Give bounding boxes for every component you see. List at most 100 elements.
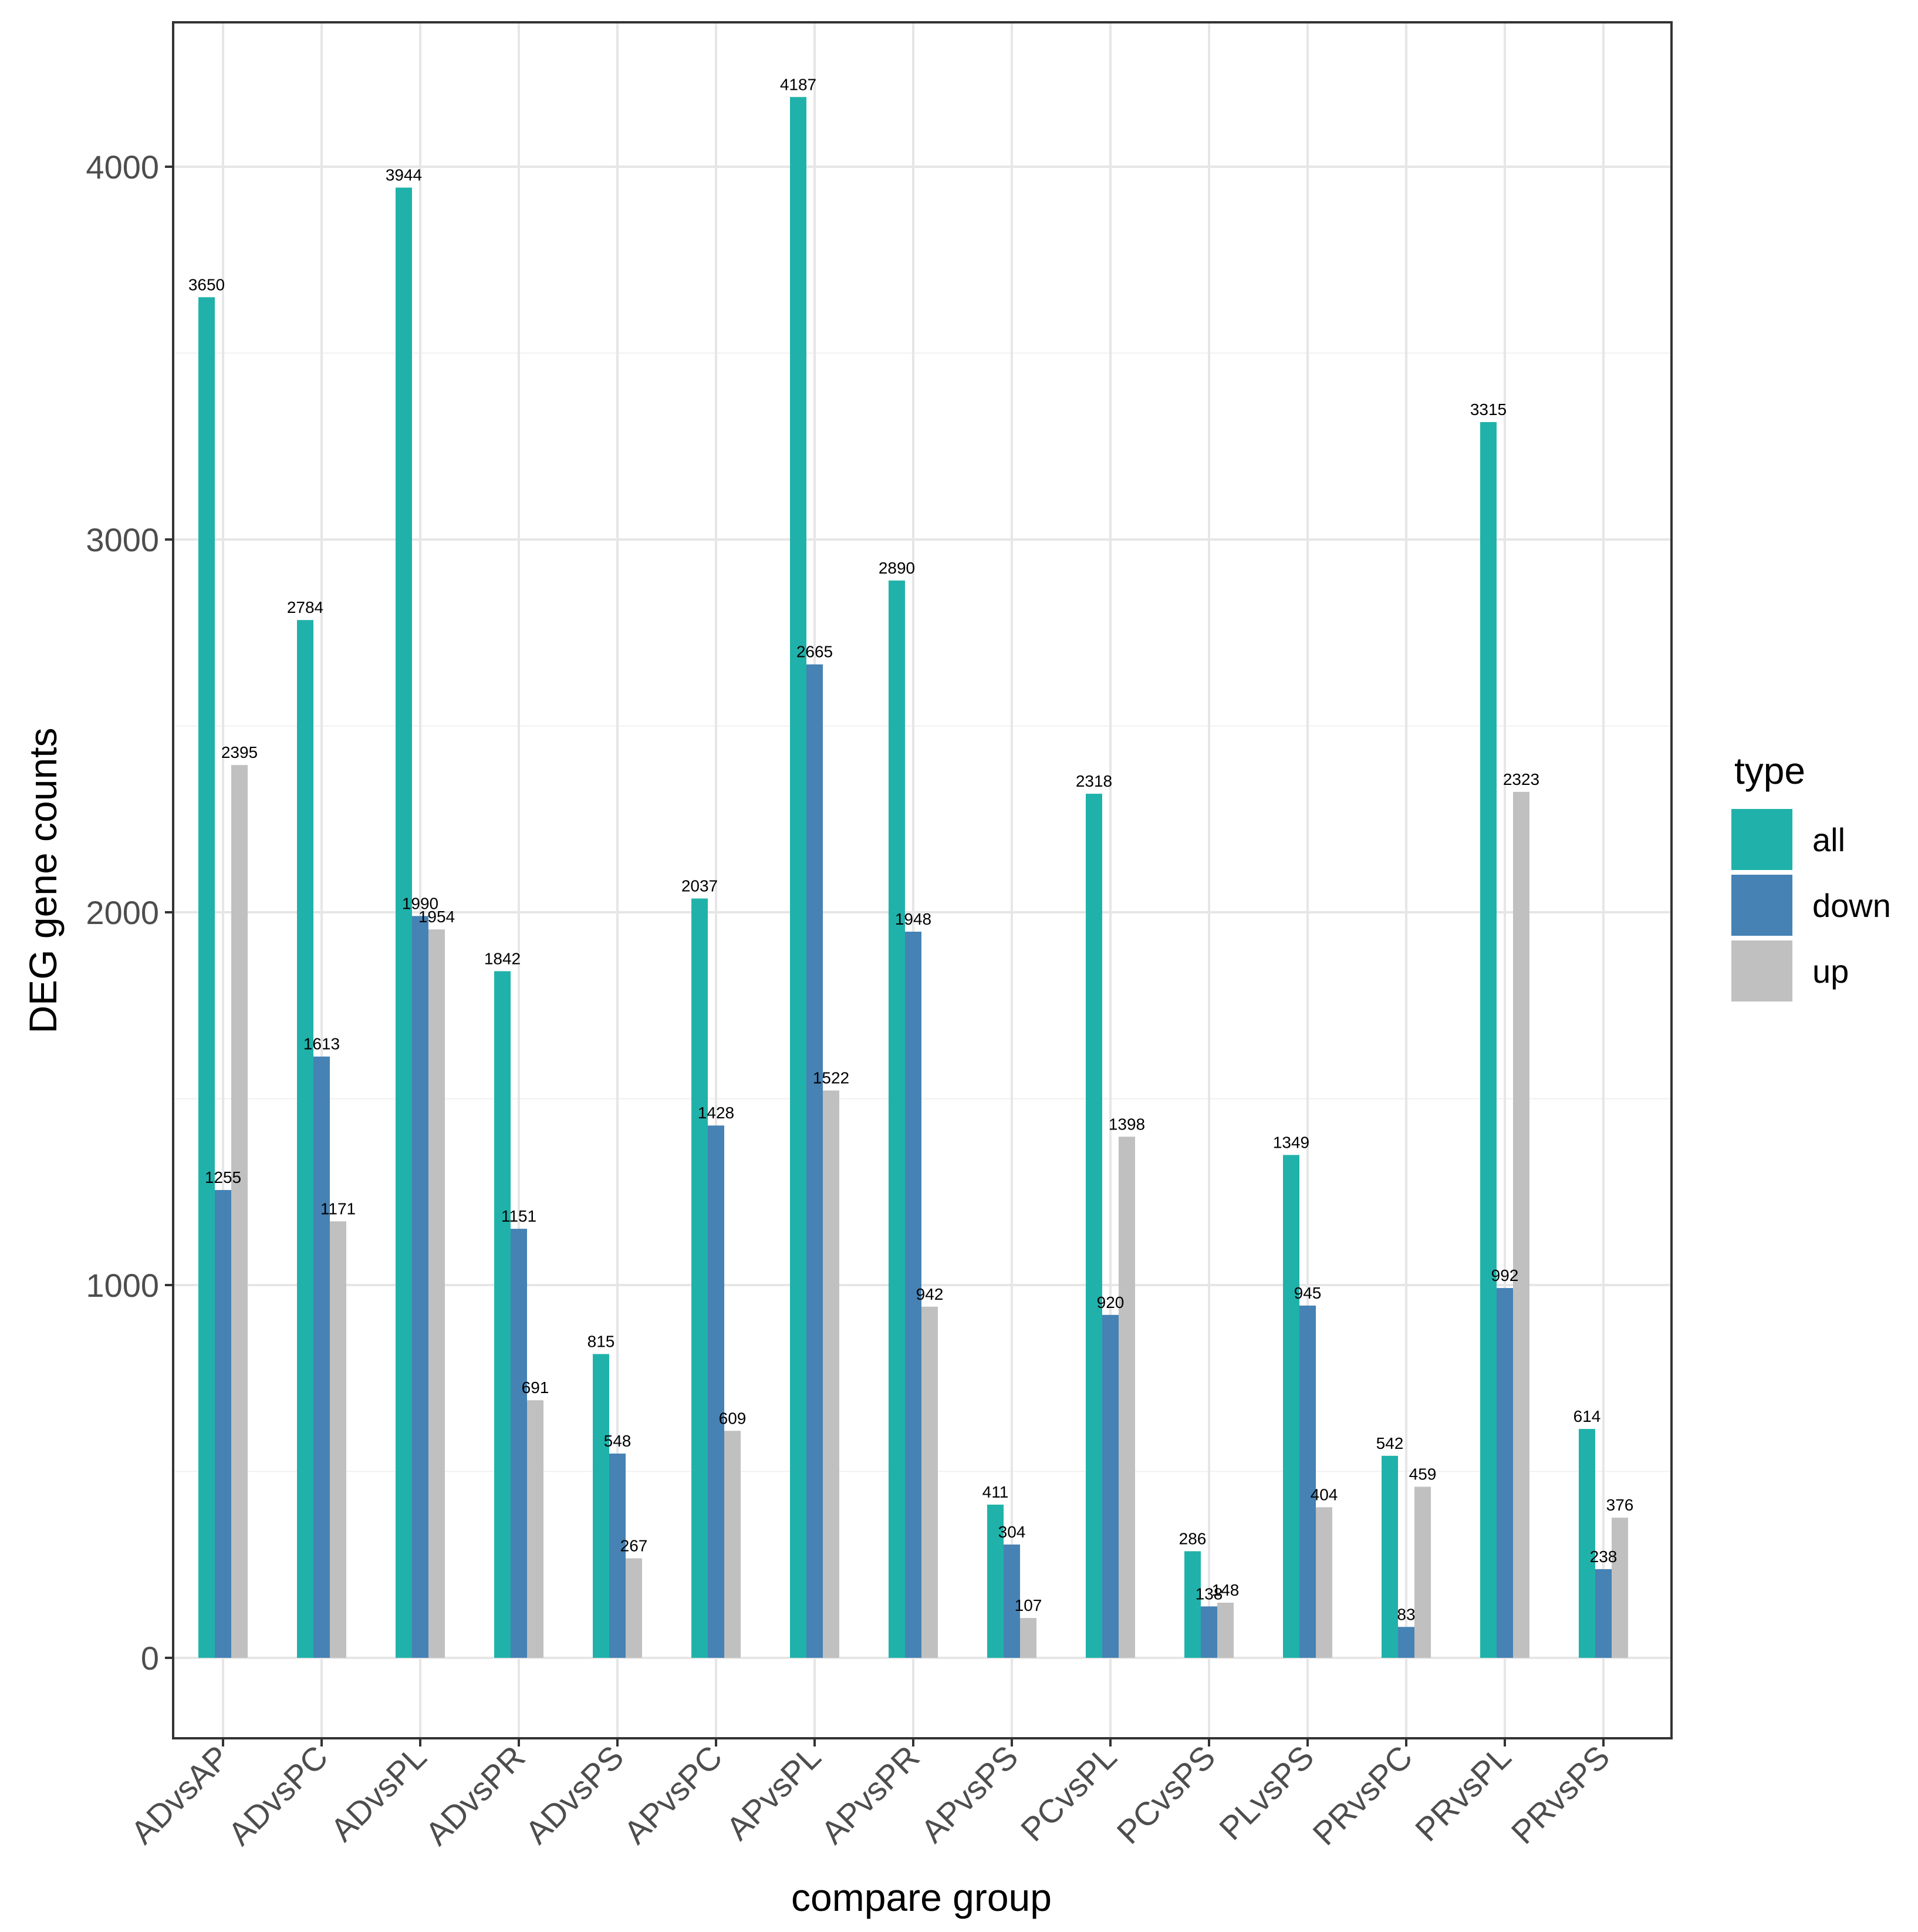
bar-down-APvsPC xyxy=(708,1125,724,1658)
bar-all-APvsPL xyxy=(790,97,806,1658)
data-label-up-PRvsPC: 459 xyxy=(1409,1465,1437,1483)
bar-down-PRvsPC xyxy=(1398,1627,1414,1658)
data-label-all-PLvsPS: 1349 xyxy=(1273,1133,1309,1151)
bar-down-ADvsPS xyxy=(609,1454,626,1658)
data-label-up-ADvsAP: 2395 xyxy=(221,743,258,761)
data-label-down-PCvsPS: 138 xyxy=(1196,1584,1223,1603)
legend-key-down xyxy=(1731,875,1792,936)
data-label-down-APvsPR: 1948 xyxy=(895,910,931,928)
legend-key-all xyxy=(1731,809,1792,870)
data-label-all-APvsPL: 4187 xyxy=(780,75,816,93)
data-label-up-PCvsPS: 148 xyxy=(1212,1581,1240,1599)
data-labels-layer: 3650 2784 3944 1842 815 2037 4187 2890 411 2318 28… xyxy=(188,75,1634,1623)
bar-down-PRvsPS xyxy=(1595,1569,1612,1658)
bar-all-ADvsPC xyxy=(297,620,313,1658)
bar-all-PRvsPL xyxy=(1480,422,1497,1658)
bar-up-PRvsPC xyxy=(1414,1486,1431,1658)
y-axis: 0 1000 2000 3000 4000 xyxy=(86,149,173,1677)
bar-all-APvsPC xyxy=(691,898,708,1658)
bar-up-PRvsPS xyxy=(1612,1518,1628,1658)
data-label-all-ADvsPL: 3944 xyxy=(386,166,422,184)
bar-down-PRvsPL xyxy=(1497,1288,1513,1658)
bar-up-APvsPR xyxy=(921,1306,938,1658)
y-tick-label: 2000 xyxy=(86,894,159,931)
data-label-up-ADvsPL: 1954 xyxy=(418,908,455,926)
bar-down-APvsPL xyxy=(806,664,823,1658)
bar-up-PRvsPL xyxy=(1513,791,1529,1658)
bar-down-PCvsPL xyxy=(1102,1314,1119,1658)
bar-up-ADvsPS xyxy=(626,1558,642,1658)
data-label-up-APvsPC: 609 xyxy=(719,1409,747,1427)
legend-title: type xyxy=(1734,750,1805,792)
bar-all-PLvsPS xyxy=(1283,1155,1299,1658)
bar-up-ADvsPR xyxy=(527,1400,543,1658)
bar-up-PCvsPL xyxy=(1119,1137,1135,1658)
data-label-down-APvsPL: 2665 xyxy=(796,643,833,661)
data-label-all-APvsPC: 2037 xyxy=(681,877,718,895)
bar-down-ADvsPC xyxy=(313,1056,330,1658)
data-label-up-ADvsPR: 691 xyxy=(522,1378,549,1397)
x-axis-title: compare group xyxy=(791,1876,1052,1919)
data-label-all-PCvsPS: 286 xyxy=(1179,1529,1207,1547)
data-label-all-APvsPS: 411 xyxy=(982,1483,1009,1501)
data-label-down-PRvsPS: 238 xyxy=(1590,1547,1618,1566)
panel-border xyxy=(172,21,1673,1739)
data-label-all-PRvsPS: 614 xyxy=(1573,1407,1601,1425)
bar-all-PCvsPS xyxy=(1184,1551,1201,1658)
legend: type all down up xyxy=(1731,750,1891,1002)
bar-up-PCvsPS xyxy=(1217,1603,1234,1658)
data-label-all-PCvsPL: 2318 xyxy=(1076,772,1112,790)
data-label-all-PRvsPC: 542 xyxy=(1376,1434,1404,1452)
bar-all-ADvsPS xyxy=(593,1354,609,1658)
bar-all-APvsPS xyxy=(987,1505,1004,1658)
bar-all-ADvsPR xyxy=(494,971,511,1658)
data-label-all-ADvsAP: 3650 xyxy=(188,275,225,294)
bar-down-ADvsPR xyxy=(511,1229,527,1658)
bar-all-APvsPR xyxy=(889,580,905,1658)
data-label-up-ADvsPC: 1171 xyxy=(320,1199,356,1218)
data-label-down-APvsPS: 304 xyxy=(998,1523,1026,1541)
data-label-down-ADvsPL: 1990 xyxy=(402,894,438,912)
data-label-down-PLvsPS: 945 xyxy=(1294,1284,1322,1302)
bar-down-APvsPS xyxy=(1004,1544,1020,1658)
data-label-down-PRvsPC: 83 xyxy=(1397,1605,1415,1623)
data-label-up-APvsPL: 1522 xyxy=(813,1069,849,1087)
y-axis-title: DEG gene counts xyxy=(21,728,65,1034)
bar-all-ADvsAP xyxy=(198,297,215,1658)
data-label-down-ADvsPS: 548 xyxy=(604,1432,632,1450)
bar-up-PLvsPS xyxy=(1316,1507,1332,1658)
bar-up-ADvsAP xyxy=(231,765,248,1658)
bar-down-PLvsPS xyxy=(1299,1305,1316,1658)
data-label-down-APvsPC: 1428 xyxy=(698,1104,734,1122)
data-label-up-APvsPR: 942 xyxy=(916,1285,944,1303)
y-tick-label: 1000 xyxy=(86,1267,159,1304)
bar-down-PCvsPS xyxy=(1201,1606,1217,1658)
y-tick-label: 3000 xyxy=(86,521,159,558)
y-tick-label: 0 xyxy=(141,1640,159,1677)
bar-up-APvsPS xyxy=(1020,1618,1036,1658)
bar-up-ADvsPL xyxy=(428,929,445,1658)
data-label-all-PRvsPL: 3315 xyxy=(1470,400,1507,419)
bar-all-PRvsPS xyxy=(1579,1429,1595,1658)
data-label-down-ADvsAP: 1255 xyxy=(205,1168,241,1186)
legend-label-down: down xyxy=(1812,887,1891,924)
y-tick-label: 4000 xyxy=(86,149,159,186)
data-label-up-PRvsPS: 376 xyxy=(1606,1496,1634,1514)
bar-down-ADvsPL xyxy=(412,916,428,1658)
data-label-down-ADvsPC: 1613 xyxy=(303,1035,340,1053)
bar-up-APvsPL xyxy=(823,1090,839,1658)
bar-all-PCvsPL xyxy=(1086,794,1102,1658)
data-label-up-PRvsPL: 2323 xyxy=(1503,770,1539,788)
bars-layer xyxy=(198,97,1628,1658)
bar-up-APvsPC xyxy=(724,1431,741,1658)
data-label-up-ADvsPS: 267 xyxy=(620,1536,648,1555)
data-label-up-PCvsPL: 1398 xyxy=(1109,1115,1145,1133)
legend-label-up: up xyxy=(1812,953,1849,990)
data-label-all-ADvsPR: 1842 xyxy=(484,949,521,967)
data-label-down-PCvsPL: 920 xyxy=(1097,1293,1125,1311)
bar-all-PRvsPC xyxy=(1382,1455,1398,1658)
data-label-up-APvsPS: 107 xyxy=(1015,1596,1042,1614)
